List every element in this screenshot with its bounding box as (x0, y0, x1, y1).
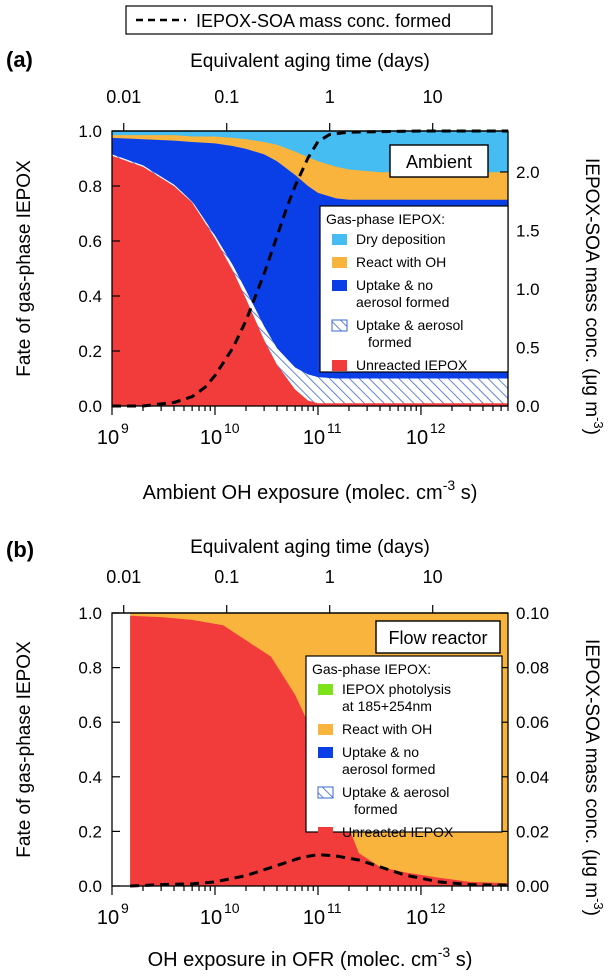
x-tick-label: 10 (406, 427, 428, 449)
y2-tick-label: 0.08 (516, 659, 549, 678)
legend-swatch (332, 234, 347, 245)
legend-frame (305, 655, 503, 833)
y2-tick-label: 0.00 (516, 877, 549, 896)
legend-swatch (318, 827, 333, 838)
legend-entry-label: Uptake & aerosol (342, 784, 449, 800)
box-label: Flow reactor (388, 628, 487, 648)
y-tick-label: 0.4 (78, 287, 102, 306)
x-tick-exponent: 11 (327, 420, 342, 436)
legend-swatch (318, 724, 333, 735)
y2-tick-label: 0.5 (516, 338, 540, 357)
x-axis-title: OH exposure in OFR (molec. cm-3 s) (148, 944, 473, 971)
legend-entry-label: IEPOX photolysis (342, 681, 451, 697)
x-tick-label: 10 (200, 907, 222, 929)
x-tick-exponent: 10 (224, 900, 240, 916)
x-tick-label: 10 (97, 427, 119, 449)
y-tick-label: 0.2 (78, 342, 102, 361)
y-tick-label: 1.0 (78, 122, 102, 141)
x-tick-exponent: 12 (430, 420, 446, 436)
top-axis-title: Equivalent aging time (days) (190, 537, 430, 558)
top-tick-label: 0.1 (214, 567, 239, 587)
top-axis-title: Equivalent aging time (days) (190, 51, 430, 72)
legend-entry-label: formed (354, 801, 398, 817)
panel-a: 0.00.20.40.60.81.00.00.51.01.52.010 9 10 10… (6, 47, 606, 504)
box-label-frame (375, 620, 501, 654)
top-tick-label: 1 (325, 567, 335, 587)
legend-swatch (332, 360, 347, 371)
x-tick-label: 10 (200, 427, 222, 449)
y2-axis-title: IEPOX-SOA mass conc. (μg m-3) (581, 639, 606, 916)
legend-swatch (332, 257, 347, 268)
legend-title: Gas-phase IEPOX: (312, 661, 431, 677)
y2-tick-label: 0.06 (516, 713, 549, 732)
soa-mass-line (112, 129, 508, 408)
panel-b: 0.0 0.2 0.4 0.6 0.8 1.0 0.00 0.02 0.04 0.06 0.08 0.… (6, 537, 606, 971)
y2-tick-label: 0.04 (516, 768, 549, 787)
y-tick-label: 0.8 (78, 659, 102, 678)
y-tick-label: 0.6 (78, 232, 102, 251)
x-tick-exponent: 12 (430, 900, 446, 916)
box-label: Ambient (406, 152, 472, 172)
x-tick-label: 10 (406, 907, 428, 929)
legend-entry-label: React with OH (342, 721, 432, 737)
y2-tick-label: 2.0 (516, 163, 540, 182)
y-tick-label: 1.0 (78, 604, 102, 623)
top-tick-label: 0.01 (106, 567, 141, 587)
legend-entry-label: Dry deposition (356, 231, 446, 247)
legend-frame (319, 205, 509, 373)
x-tick-exponent: 9 (121, 900, 129, 916)
top-tick-label: 0.01 (106, 87, 141, 107)
x-tick-label: 10 (97, 907, 119, 929)
legend-entry-label: aerosol formed (342, 761, 435, 777)
x-tick-label: 10 (303, 907, 325, 929)
panel-label: (b) (6, 537, 34, 562)
legend-entry-label: Unreacted IEPOX (342, 824, 454, 840)
soa-mass-line (130, 853, 509, 888)
y2-tick-label: 0.0 (516, 397, 540, 416)
figure-legend: IEPOX-SOA mass conc. formed (125, 5, 493, 35)
legend-entry-label: Unreacted IEPOX (356, 357, 468, 373)
legend-entry-label: Uptake & no (356, 277, 433, 293)
x-tick-label: 10 (303, 427, 325, 449)
panel-label: (a) (6, 47, 33, 72)
y2-tick-label: 1.0 (516, 280, 540, 299)
legend-title: Gas-phase IEPOX: (326, 211, 445, 227)
figure-legend-label: IEPOX-SOA mass conc. formed (196, 11, 451, 31)
y-axis-title: Fate of gas-phase IEPOX (14, 160, 35, 377)
x-tick-exponent: 11 (327, 900, 342, 916)
y-tick-label: 0.0 (78, 397, 102, 416)
y2-tick-label: 0.02 (516, 822, 549, 841)
top-tick-label: 1 (325, 87, 335, 107)
legend-swatch (331, 319, 348, 332)
y2-tick-label: 0.10 (516, 604, 549, 623)
x-tick-exponent: 9 (121, 420, 129, 436)
legend-entry-label: aerosol formed (356, 294, 449, 310)
legend-entry-label: formed (368, 334, 412, 350)
legend-entry-label: at 185+254nm (342, 698, 432, 714)
box-label-frame (389, 144, 489, 178)
top-tick-label: 10 (423, 87, 443, 107)
y-axis-title: Fate of gas-phase IEPOX (14, 641, 35, 858)
legend-entry-label: Uptake & no (342, 744, 419, 760)
legend-swatch (318, 684, 333, 695)
y-tick-label: 0.6 (78, 713, 102, 732)
y2-axis-title: IEPOX-SOA mass conc. (μg m-3) (581, 158, 606, 435)
area-unreacted (112, 155, 508, 406)
legend-swatch (317, 786, 334, 799)
legend-entry-label: React with OH (356, 254, 446, 270)
y-tick-label: 0.8 (78, 177, 102, 196)
legend-swatch (318, 747, 333, 758)
y2-tick-label: 1.5 (516, 221, 540, 240)
y-tick-label: 0.4 (78, 768, 102, 787)
legend-swatch (332, 280, 347, 291)
x-tick-exponent: 10 (224, 420, 240, 436)
y-tick-label: 0.0 (78, 877, 102, 896)
legend-entry-label: Uptake & aerosol (356, 317, 463, 333)
top-tick-label: 0.1 (214, 87, 239, 107)
top-tick-label: 10 (423, 567, 443, 587)
y-tick-label: 0.2 (78, 822, 102, 841)
x-axis-title: Ambient OH exposure (molec. cm-3 s) (143, 477, 478, 504)
